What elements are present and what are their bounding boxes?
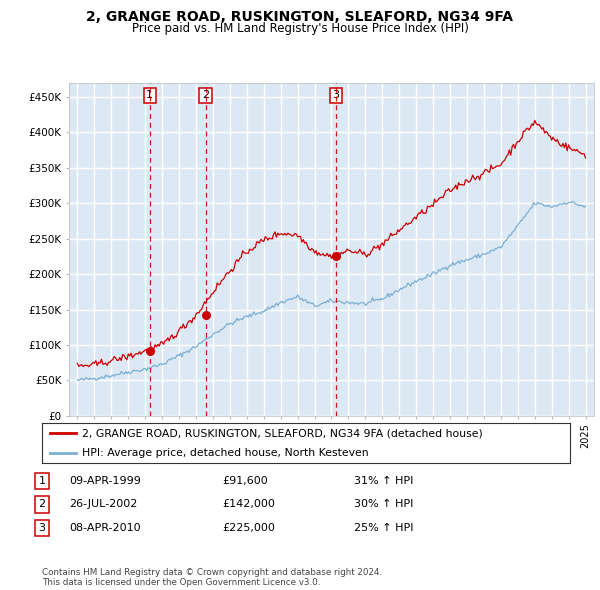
Text: Price paid vs. HM Land Registry's House Price Index (HPI): Price paid vs. HM Land Registry's House … (131, 22, 469, 35)
Text: 2, GRANGE ROAD, RUSKINGTON, SLEAFORD, NG34 9FA (detached house): 2, GRANGE ROAD, RUSKINGTON, SLEAFORD, NG… (82, 428, 482, 438)
Text: 26-JUL-2002: 26-JUL-2002 (69, 500, 137, 509)
Text: £142,000: £142,000 (222, 500, 275, 509)
Text: 3: 3 (38, 523, 46, 533)
Text: 2, GRANGE ROAD, RUSKINGTON, SLEAFORD, NG34 9FA: 2, GRANGE ROAD, RUSKINGTON, SLEAFORD, NG… (86, 10, 514, 24)
Point (145, 346, 155, 356)
Text: 2: 2 (38, 500, 46, 509)
Text: 31% ↑ HPI: 31% ↑ HPI (354, 476, 413, 486)
Text: 09-APR-1999: 09-APR-1999 (69, 476, 141, 486)
Text: 30% ↑ HPI: 30% ↑ HPI (354, 500, 413, 509)
Text: HPI: Average price, detached house, North Kesteven: HPI: Average price, detached house, Nort… (82, 448, 368, 458)
Text: 3: 3 (332, 90, 340, 100)
Text: 1: 1 (146, 90, 153, 100)
Text: £225,000: £225,000 (222, 523, 275, 533)
Point (201, 310, 211, 320)
Text: 2: 2 (202, 90, 209, 100)
Text: 25% ↑ HPI: 25% ↑ HPI (354, 523, 413, 533)
Text: 08-APR-2010: 08-APR-2010 (69, 523, 140, 533)
Text: £91,600: £91,600 (222, 476, 268, 486)
Text: 1: 1 (38, 476, 46, 486)
Point (331, 252, 341, 261)
Text: Contains HM Land Registry data © Crown copyright and database right 2024.
This d: Contains HM Land Registry data © Crown c… (42, 568, 382, 587)
